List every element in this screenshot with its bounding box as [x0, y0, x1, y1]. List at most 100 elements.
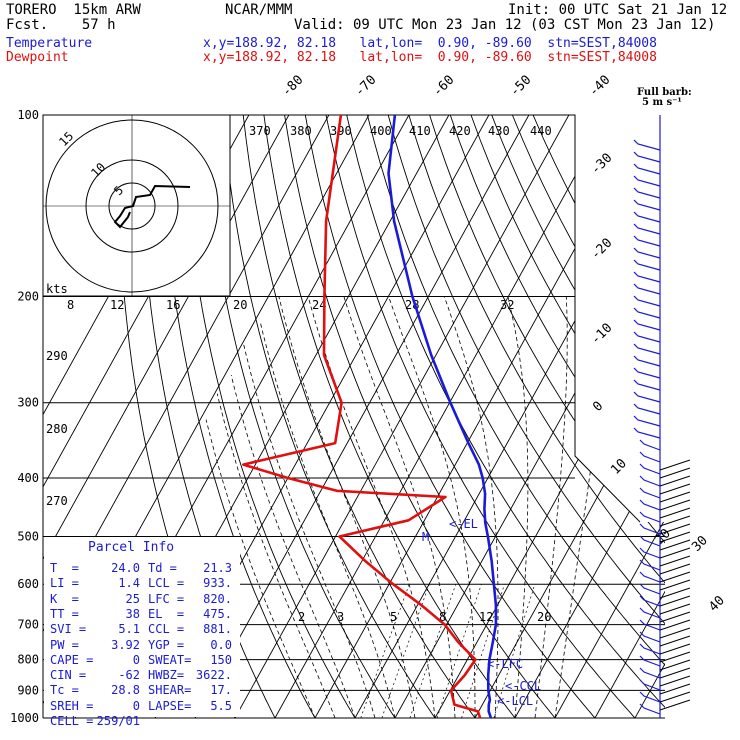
- parcel-row: K = 25 LFC = 820.: [50, 592, 240, 607]
- parcel-key: SREH =: [50, 698, 94, 713]
- mixing-ratio-label: 12: [479, 610, 493, 624]
- moist-adiabat: [554, 296, 613, 718]
- mixing-ratio-line: [360, 584, 410, 718]
- parcel-key: PW =: [50, 637, 79, 652]
- wind-barb: [639, 631, 661, 643]
- theta-label: 410: [409, 124, 431, 138]
- dewpoint-station-info: x,y=188.92, 82.18 lat,lon= 0.90, -89.60 …: [203, 50, 657, 65]
- wind-barb: [633, 175, 661, 187]
- isotherm: [514, 115, 665, 718]
- wind-barb: [633, 211, 661, 223]
- pressure-tick-label: 600: [17, 577, 39, 591]
- wind-barb-tick: [659, 587, 691, 599]
- wind-barb-tick: [659, 619, 691, 631]
- mixing-ratio-label: 8: [439, 610, 446, 624]
- dry-adiabat: [222, 115, 436, 718]
- moist-adiabat: [259, 321, 396, 718]
- temperature-profile: [387, 115, 498, 718]
- wind-barb: [633, 355, 661, 367]
- wind-barb-tick: [659, 579, 691, 591]
- isotherm: [194, 115, 530, 718]
- wind-barb: [639, 607, 661, 619]
- level-markers: <-EL <-LFC <-CCL<-LCL M: [422, 517, 541, 708]
- wind-barb-tick: [659, 531, 691, 543]
- parcel-key: SHEAR=: [148, 683, 192, 698]
- wind-barb: [633, 415, 661, 427]
- isotherm-label: -60: [430, 73, 457, 100]
- isotherm: [594, 115, 665, 718]
- wind-barb-tick: [659, 691, 691, 703]
- wind-barb: [633, 427, 661, 439]
- parcel-key: TT =: [50, 606, 79, 621]
- dry-adiabat: [532, 115, 665, 718]
- plot-frame: [42, 114, 641, 718]
- wind-barb: [633, 187, 661, 199]
- barb-legend-units: 5 m s⁻¹: [642, 97, 682, 108]
- dry-adiabat: [449, 115, 665, 718]
- dry-adiabat: [491, 115, 665, 718]
- wind-barb: [633, 307, 661, 319]
- wind-barb-tick: [659, 651, 691, 663]
- moist-adiabat: [507, 296, 529, 718]
- isotherm-label: 0: [590, 399, 606, 415]
- theta-label: 400: [370, 124, 392, 138]
- level-marker: M: [422, 530, 429, 544]
- wind-barb: [633, 343, 661, 355]
- parcel-value: 1.4: [118, 576, 140, 591]
- parcel-value: 3622.: [195, 668, 232, 683]
- parcel-row: T = 24.0 Td = 21.3: [50, 561, 240, 576]
- parcel-value: 25: [125, 591, 140, 606]
- dry-adiabat: [242, 115, 476, 718]
- isotherm-label: 30: [689, 533, 711, 555]
- parcel-value: 5.5: [210, 698, 232, 713]
- legend-dewpoint: Dewpoint: [6, 50, 69, 65]
- wind-barb-tick: [659, 547, 691, 559]
- parcel-row: CIN = -62 HWBZ= 3622.: [50, 668, 240, 683]
- speed-tick-label: 20: [233, 298, 247, 312]
- parcel-value: -62: [118, 668, 140, 683]
- pressure-tick-label: 200: [17, 290, 39, 304]
- parcel-key: CELL =: [50, 714, 94, 728]
- parcel-key: SVI =: [50, 622, 87, 637]
- wind-barb-tick: [659, 515, 691, 527]
- wind-barb-tick: [659, 499, 691, 511]
- dry-adiabat: [346, 115, 665, 718]
- parcel-key: Td =: [148, 561, 177, 575]
- hodograph-frame: [42, 114, 231, 297]
- wind-barb-tick: [659, 539, 691, 551]
- parcel-key: LCL =: [148, 576, 185, 591]
- wind-barb-tick: [659, 467, 691, 479]
- wind-barb: [633, 271, 661, 283]
- speed-tick-label: 8: [67, 298, 74, 312]
- parcel-value: 38: [125, 606, 140, 621]
- wind-barb-tick: [659, 483, 691, 495]
- isotherm-label: 40: [706, 593, 728, 615]
- theta-label: 280: [46, 422, 68, 436]
- theta-label: 270: [46, 494, 68, 508]
- wind-barb-tick: [659, 603, 691, 615]
- temperature-station-info: x,y=188.92, 82.18 lat,lon= 0.90, -89.60 …: [203, 36, 657, 51]
- wind-barb-tick: [659, 563, 691, 575]
- dry-adiabat: [180, 115, 356, 718]
- wind-barb-tick: [659, 595, 691, 607]
- pressure-tick-label: 300: [17, 396, 39, 410]
- level-marker: <-EL: [449, 517, 478, 531]
- parcel-row: LI = 1.4 LCL = 933.: [50, 576, 240, 591]
- wind-barb: [633, 295, 661, 307]
- wind-barb: [639, 619, 661, 631]
- parcel-row: CELL = 259/01: [50, 714, 240, 729]
- parcel-row: CAPE = 0 SWEAT= 150: [50, 653, 240, 668]
- wind-barb-tick: [659, 667, 691, 679]
- mixing-ratio-label: 3: [337, 610, 344, 624]
- isotherm-label: -30: [588, 151, 615, 178]
- level-marker: <-CCL: [505, 679, 541, 693]
- parcel-key: EL =: [148, 606, 185, 621]
- wind-barb: [633, 319, 661, 331]
- parcel-key: CAPE =: [50, 652, 94, 667]
- isotherm: [394, 115, 665, 718]
- dry-adiabat: [325, 115, 636, 718]
- wind-barb: [633, 331, 661, 343]
- wind-barb: [633, 379, 661, 391]
- parcel-key: K =: [50, 591, 79, 606]
- wind-barb-tick: [659, 699, 691, 711]
